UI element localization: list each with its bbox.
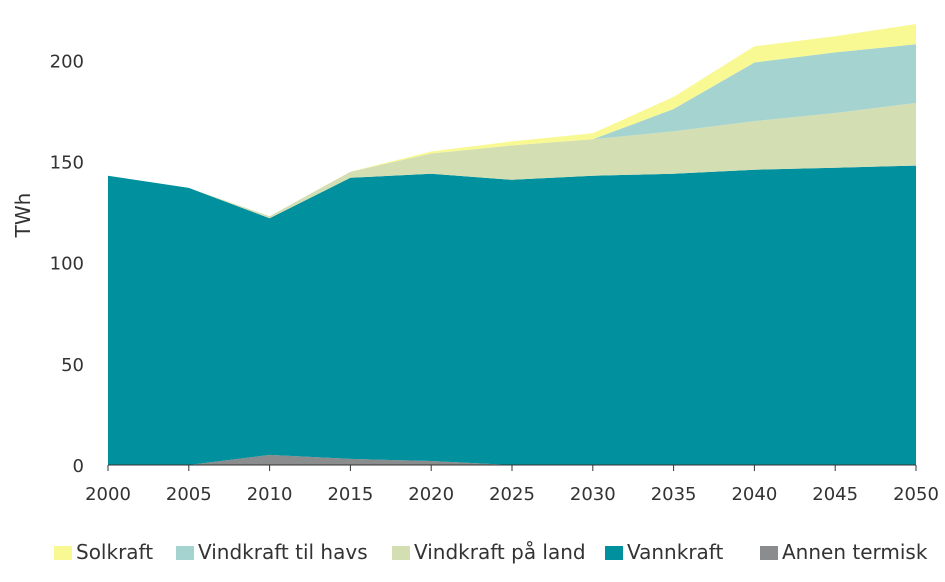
legend-swatch — [176, 546, 194, 560]
areas-layer — [108, 24, 916, 465]
y-tick-label: 150 — [50, 153, 84, 174]
x-tick-label: 2050 — [893, 484, 939, 505]
y-tick-label: 50 — [61, 355, 84, 376]
area-annen-termisk — [108, 454, 916, 465]
x-tick-label: 2000 — [85, 484, 131, 505]
area-solkraft — [108, 24, 916, 217]
legend-label: Vindkraft på land — [414, 540, 586, 564]
y-tick-label: 200 — [50, 51, 84, 72]
area-vannkraft — [108, 165, 916, 465]
x-tick-label: 2005 — [166, 484, 212, 505]
ticks-layer: 2000 2005 2010 2015 2020 2025 2030 2035 2040 2045… — [50, 51, 939, 505]
x-tick-label: 2010 — [247, 484, 293, 505]
y-axis-label: TWh — [11, 193, 35, 239]
y-tick-label: 0 — [73, 456, 84, 477]
legend-label: Annen termisk — [782, 540, 928, 564]
legend-item-vindkraft-til-havs: Vindkraft til havs — [176, 540, 368, 564]
legend-item-annen-termisk: Annen termisk — [760, 540, 928, 564]
x-tick-label: 2025 — [489, 484, 535, 505]
legend-item-vindkraft-p-land: Vindkraft på land — [392, 540, 586, 564]
legend-label: Solkraft — [76, 540, 153, 564]
x-tick-label: 2030 — [570, 484, 616, 505]
area-vindkraft-p-land — [108, 102, 916, 219]
legend-swatch — [760, 546, 778, 560]
area-vindkraft-til-havs — [108, 44, 916, 217]
legend-label: Vannkraft — [627, 540, 723, 564]
x-tick-label: 2040 — [731, 484, 777, 505]
legend-label: Vindkraft til havs — [198, 540, 368, 564]
x-tick-label: 2045 — [812, 484, 858, 505]
legend-swatch — [392, 546, 410, 560]
x-tick-label: 2015 — [327, 484, 373, 505]
legend-swatch — [605, 546, 623, 560]
legend-swatch — [54, 546, 72, 560]
legend-item-vannkraft: Vannkraft — [605, 540, 723, 564]
legend: Solkraft Vindkraft til havs Vindkraft på l… — [54, 540, 928, 564]
x-tick-label: 2035 — [651, 484, 697, 505]
legend-item-solkraft: Solkraft — [54, 540, 153, 564]
x-tick-label: 2020 — [408, 484, 454, 505]
y-tick-label: 100 — [50, 254, 84, 275]
